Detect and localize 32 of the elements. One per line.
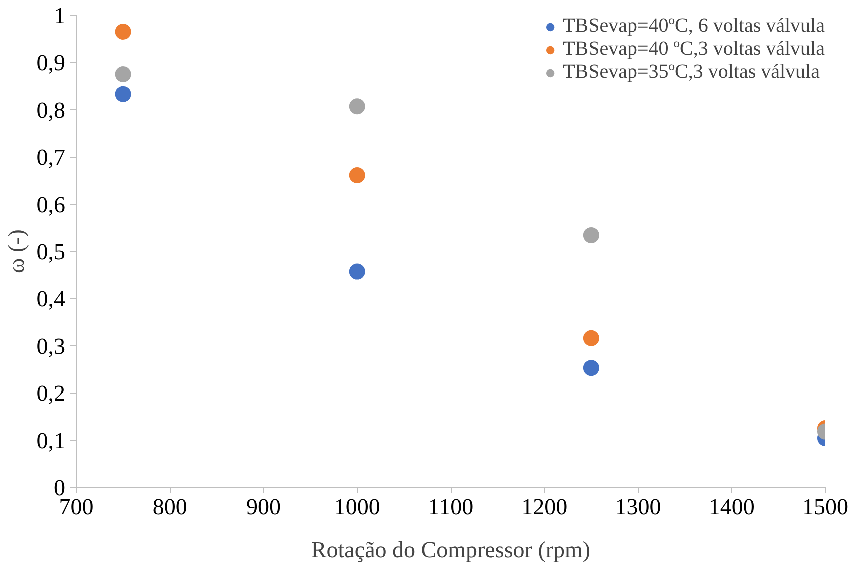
y-tick-label: 0,4 (36, 286, 66, 312)
y-tick-label: 0,7 (36, 145, 66, 170)
y-tick-label: 0,8 (36, 98, 66, 123)
y-tick-label: 0,6 (36, 192, 66, 218)
y-tick-label: 0,3 (36, 334, 66, 359)
point (115, 86, 132, 102)
legend-label: TBSevap=40 ºC,3 voltas válvula (563, 38, 825, 61)
y-tick-label: 0,9 (36, 50, 66, 76)
x-tick-label: 1200 (522, 494, 568, 520)
point (349, 264, 366, 280)
x-tick-label: 800 (152, 494, 188, 520)
x-tick-label: 900 (246, 494, 281, 520)
x-tick-label: 1500 (802, 494, 848, 520)
y-axis-title: ω (-) (4, 230, 29, 274)
y-tick-label: 0,5 (36, 240, 66, 264)
point (583, 330, 600, 346)
point (583, 360, 600, 376)
y-tick-label: 0,2 (36, 381, 66, 406)
x-tick-label: 1400 (708, 494, 755, 520)
x-tick-label: 1100 (428, 494, 474, 520)
x-tick-label: 1000 (334, 494, 380, 520)
point (349, 98, 366, 115)
point (349, 168, 366, 184)
legend-label: TBSevap=35ºC,3 voltas válvula (563, 61, 820, 84)
legend-label: TBSevap=40ºC, 6 voltas válvula (563, 15, 825, 38)
y-tick-label: 0,1 (36, 428, 66, 454)
point (115, 66, 132, 82)
point (115, 24, 132, 40)
point (583, 227, 600, 244)
x-axis-title: Rotação do Compressor (rpm) (311, 538, 591, 562)
x-tick-label: 1300 (615, 494, 662, 520)
y-tick-label: 1 (54, 4, 66, 28)
